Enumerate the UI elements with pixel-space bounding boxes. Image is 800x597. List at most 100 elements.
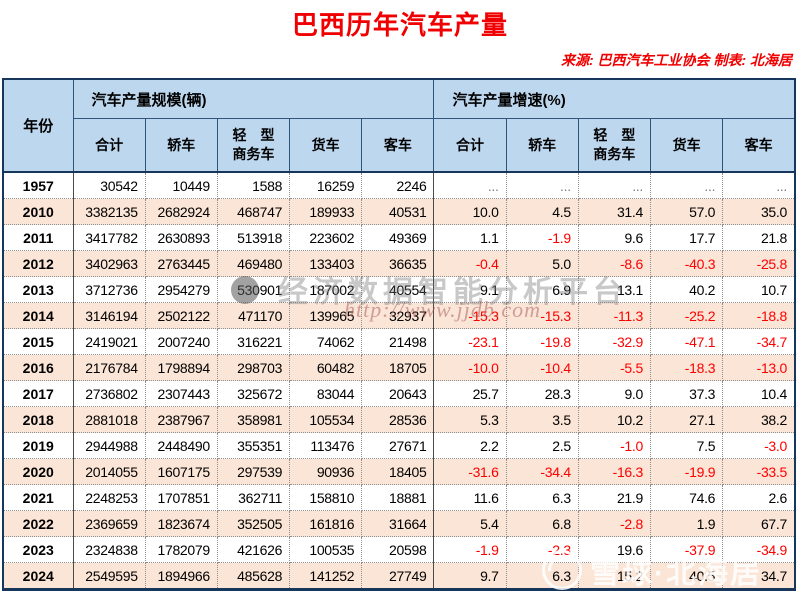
table-row: 2016 2176784 1798894 298703 60482 18705 -10.0-… (2, 354, 796, 381)
scale-cell: 2387967 (144, 406, 218, 433)
scale-cell: 2014055 (72, 458, 146, 485)
subheader-row: 合计 轿车 轻 型 商务车 货车 客车 合计 轿车 轻 型 商务车 货车 客车 (3, 118, 796, 173)
growth-cell: -19.9 (649, 458, 724, 485)
scale-cell: 421626 (216, 536, 291, 563)
growth-cell: 2.6 (722, 484, 796, 511)
growth-cell: -2.8 (577, 510, 652, 537)
year-cell: 2021 (2, 484, 74, 511)
growth-cell: -10.4 (505, 354, 579, 381)
growth-cell: 1.1 (433, 224, 507, 251)
growth-cell: 2.2 (433, 432, 507, 459)
scale-cell: 2448490 (144, 432, 218, 459)
scale-cell: 468747 (216, 198, 291, 225)
scale-cell: 105534 (289, 406, 363, 433)
scale-cell: 74062 (289, 328, 363, 355)
growth-cell: -31.6 (433, 458, 507, 485)
growth-cell: -40.3 (649, 250, 724, 277)
growth-cell: -15.3 (505, 302, 579, 329)
scale-cell: 2369659 (72, 510, 146, 537)
scale-cell: 2419021 (72, 328, 146, 355)
scale-cell: 1782079 (144, 536, 218, 563)
scale-cell: 133403 (289, 250, 363, 277)
year-cell: 2024 (2, 562, 74, 590)
growth-cell: 40.2 (649, 276, 724, 303)
year-column-header: 年份 (2, 78, 74, 173)
growth-cell: -15.3 (433, 302, 507, 329)
growth-cell: 17.7 (649, 224, 724, 251)
scale-cell: 27749 (361, 562, 435, 590)
growth-cell: 15.2 (577, 562, 652, 590)
scale-cell: 40554 (361, 276, 435, 303)
growth-cell: 35.0 (722, 198, 796, 225)
scale-cell: 161816 (289, 510, 363, 537)
growth-cell: -34.7 (722, 328, 796, 355)
scale-cell: 3712736 (72, 276, 146, 303)
growth-truck-header: 货车 (649, 118, 724, 173)
scale-cell: 362711 (216, 484, 291, 511)
growth-cell: -32.9 (577, 328, 652, 355)
scale-group-header: 汽车产量规模(辆) (72, 78, 435, 119)
scale-cell: 20643 (361, 380, 435, 407)
scale-cell: 1607175 (144, 458, 218, 485)
table-row: 2019 2944988 2448490 355351 113476 27671 2.2 2.… (2, 432, 796, 459)
growth-cell: 10.7 (722, 276, 796, 303)
year-cell: 2017 (2, 380, 74, 407)
growth-cell: 38.2 (722, 406, 796, 433)
page-title: 巴西历年汽车产量 (291, 10, 508, 40)
growth-cell: 10.0 (433, 198, 507, 225)
table-row: 2023 2324838 1782079 421626 100535 20598 -1.9-… (2, 536, 796, 563)
scale-cell: 3417782 (72, 224, 146, 251)
growth-cell: -1.0 (577, 432, 652, 459)
scale-cell: 2881018 (72, 406, 146, 433)
growth-cell: 25.7 (433, 380, 507, 407)
growth-cell: 9.0 (577, 380, 652, 407)
growth-cell: 6.3 (505, 484, 579, 511)
growth-total-header: 合计 (433, 118, 507, 173)
growth-cell: 9.1 (433, 276, 507, 303)
growth-cell: -3.0 (722, 432, 796, 459)
year-cell: 2020 (2, 458, 74, 485)
scale-cell: 2248253 (72, 484, 146, 511)
growth-cell: -25.2 (649, 302, 724, 329)
growth-cell: 4.5 (505, 198, 579, 225)
growth-cell: 28.3 (505, 380, 579, 407)
scale-cell: 325672 (216, 380, 291, 407)
growth-cell: -1.9 (433, 536, 507, 563)
scale-cell: 49369 (361, 224, 435, 251)
growth-bus-header: 客车 (722, 118, 796, 173)
growth-cell: -8.6 (577, 250, 652, 277)
table-row: 2011 3417782 2630893 513918 223602 49369 1.1 -1… (2, 224, 796, 251)
scale-cell: 2246 (361, 171, 435, 199)
growth-cell: 21.9 (577, 484, 652, 511)
scale-cell: 358981 (216, 406, 291, 433)
growth-cell: -34.4 (505, 458, 579, 485)
growth-cell: ... (505, 171, 579, 199)
scale-cell: 2502122 (144, 302, 218, 329)
scale-cell: 3402963 (72, 250, 146, 277)
scale-cell: 485628 (216, 562, 291, 590)
growth-group-header: 汽车产量增速(%) (433, 78, 796, 119)
growth-cell: 34.7 (722, 562, 796, 590)
scale-cell: 352505 (216, 510, 291, 537)
source-caption: 来源: 巴西汽车工业协会 制表: 北海居 (561, 52, 792, 68)
scale-cell: 1707851 (144, 484, 218, 511)
scale-cell: 100535 (289, 536, 363, 563)
growth-cell: -34.9 (722, 536, 796, 563)
scale-cell: 16259 (289, 171, 363, 199)
scale-cell: 141252 (289, 562, 363, 590)
growth-cell: -16.3 (577, 458, 652, 485)
scale-total-header: 合计 (72, 118, 146, 173)
production-table: 年份 汽车产量规模(辆) 汽车产量增速(%) 合计 轿车 轻 型 商务车 货车 … (2, 78, 796, 591)
scale-cell: 90936 (289, 458, 363, 485)
growth-cell: 19.6 (577, 536, 652, 563)
scale-cell: 316221 (216, 328, 291, 355)
growth-cell: -10.0 (433, 354, 507, 381)
growth-cell: 21.8 (722, 224, 796, 251)
growth-cell: ... (577, 171, 652, 199)
scale-cell: 18705 (361, 354, 435, 381)
growth-cell: -23.1 (433, 328, 507, 355)
growth-cell: -33.5 (722, 458, 796, 485)
growth-cell: 37.3 (649, 380, 724, 407)
scale-truck-header: 货车 (289, 118, 363, 173)
scale-cell: 297539 (216, 458, 291, 485)
